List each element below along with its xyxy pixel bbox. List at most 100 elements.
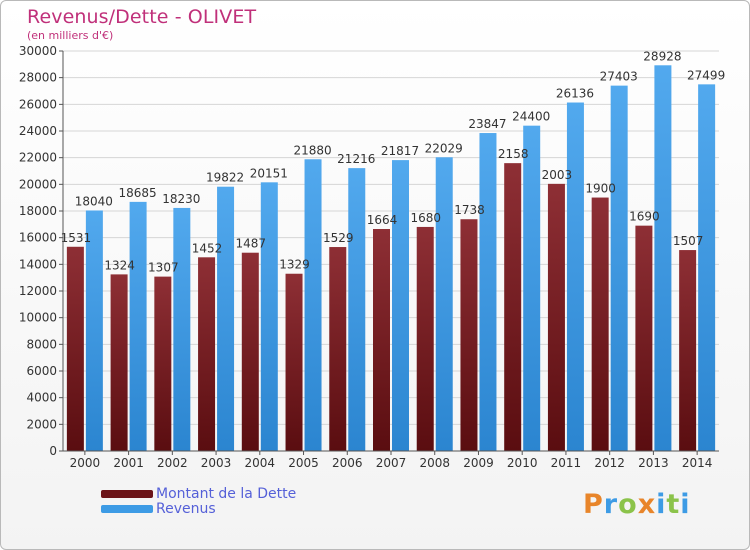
y-tick-label: 16000 [19, 231, 57, 245]
x-tick-label: 2009 [463, 456, 494, 470]
bar-dette [504, 163, 522, 451]
bar-revenus [85, 210, 103, 451]
bar-revenus [435, 157, 453, 451]
bar-dette [110, 274, 128, 451]
x-tick-label: 2004 [245, 456, 276, 470]
data-label-revenus: 24400 [512, 110, 550, 124]
bar-dette [635, 225, 653, 451]
data-label-dette: 1452 [192, 241, 223, 255]
data-label-dette: 1329 [279, 258, 310, 272]
logo-letter: o [618, 489, 638, 520]
x-tick-label: 2007 [376, 456, 407, 470]
data-label-revenus: 23847 [468, 117, 506, 131]
chart-title: Revenus/Dette - OLIVET [27, 6, 257, 28]
logo-letter: t [666, 489, 681, 520]
y-tick-label: 4000 [26, 391, 57, 405]
data-label-revenus: 20151 [250, 166, 288, 180]
logo-letter: r [603, 489, 619, 520]
data-label-dette: 1531 [61, 231, 92, 245]
y-tick-label: 6000 [26, 364, 57, 378]
y-tick-label: 24000 [19, 124, 57, 138]
data-label-revenus: 21817 [381, 144, 419, 158]
data-label-revenus: 21880 [293, 143, 331, 157]
data-label-dette: 1900 [585, 182, 616, 196]
proxiti-logo: Proxiti [583, 489, 691, 520]
bar-dette [285, 273, 303, 451]
bar-revenus [348, 168, 366, 451]
data-label-revenus: 21216 [337, 152, 375, 166]
data-label-dette: 2158 [498, 147, 529, 161]
bar-revenus [217, 186, 235, 451]
data-label-dette: 1324 [104, 258, 135, 272]
x-tick-label: 2012 [594, 456, 625, 470]
y-tick-label: 18000 [19, 204, 57, 218]
legend-swatch-dette [101, 490, 153, 498]
legend-label-dette: Montant de la Dette [156, 486, 297, 502]
y-tick-label: 10000 [19, 311, 57, 325]
data-label-revenus: 22029 [425, 141, 463, 155]
data-label-revenus: 26136 [556, 87, 594, 101]
data-label-dette: 1738 [454, 203, 485, 217]
data-label-revenus: 18230 [162, 192, 200, 206]
y-tick-label: 14000 [19, 257, 57, 271]
bar-revenus [304, 159, 322, 451]
y-tick-label: 8000 [26, 337, 57, 351]
bar-revenus [173, 207, 191, 451]
bar-revenus [523, 125, 541, 452]
data-label-revenus: 28928 [643, 49, 681, 63]
y-tick-label: 22000 [19, 151, 57, 165]
y-tick-label: 30000 [19, 44, 57, 58]
bar-revenus [479, 133, 497, 452]
bar-dette [373, 229, 390, 451]
y-tick-label: 0 [49, 444, 57, 458]
bar-revenus [260, 182, 278, 451]
bar-dette [66, 246, 84, 451]
bar-dette [198, 257, 216, 451]
x-tick-label: 2014 [682, 456, 713, 470]
x-tick-label: 2010 [507, 456, 538, 470]
x-tick-label: 2000 [70, 456, 101, 470]
data-label-revenus: 18040 [75, 194, 113, 208]
bar-dette [591, 197, 609, 451]
data-label-dette: 1529 [323, 231, 354, 245]
chart-subtitle: (en milliers d'€) [27, 29, 114, 42]
bar-dette [460, 219, 478, 451]
bar-revenus [610, 85, 628, 452]
logo-letter: i [680, 489, 691, 520]
bar-revenus [654, 65, 672, 451]
bar-dette [154, 276, 172, 451]
data-label-revenus: 27499 [687, 68, 725, 82]
bar-dette [329, 247, 347, 451]
logo-letter: P [583, 489, 604, 520]
y-tick-label: 28000 [19, 71, 57, 85]
data-label-dette: 1690 [629, 210, 660, 224]
x-tick-label: 2006 [332, 456, 363, 470]
bar-dette [679, 250, 697, 451]
data-label-revenus: 27403 [600, 70, 638, 84]
bar-revenus [129, 201, 147, 451]
y-tick-label: 12000 [19, 284, 57, 298]
bar-dette [547, 183, 565, 451]
y-tick-label: 20000 [19, 177, 57, 191]
logo-letter: i [656, 489, 667, 520]
legend-label-revenus: Revenus [156, 501, 216, 517]
x-tick-label: 2001 [113, 456, 144, 470]
y-tick-label: 26000 [19, 97, 57, 111]
data-label-dette: 1680 [410, 211, 441, 225]
data-label-dette: 1507 [673, 234, 704, 248]
data-label-dette: 1487 [236, 237, 267, 251]
x-tick-label: 2011 [551, 456, 582, 470]
data-label-revenus: 18685 [119, 186, 157, 200]
data-label-revenus: 19822 [206, 171, 244, 185]
x-tick-label: 2005 [288, 456, 319, 470]
bar-dette [241, 252, 259, 451]
data-label-dette: 1307 [148, 261, 179, 275]
bar-dette [416, 226, 434, 451]
bar-revenus [566, 102, 584, 452]
logo-letter: x [637, 489, 657, 520]
data-label-dette: 1664 [367, 213, 398, 227]
data-label-dette: 2003 [542, 168, 573, 182]
x-tick-label: 2003 [201, 456, 232, 470]
